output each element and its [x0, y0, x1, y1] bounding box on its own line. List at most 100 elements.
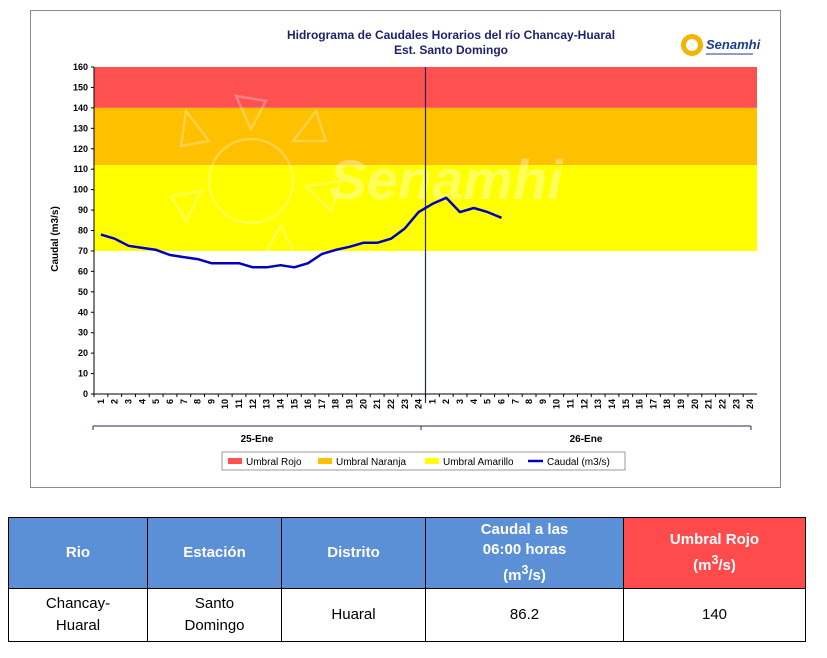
x-tick-label: 16 — [635, 399, 645, 409]
chart-frame: Senamhi 0 10 20 30 40 50 60 70 80 90 100 110 120 130 1… — [30, 10, 781, 488]
flow-summary-table: Rio Estación Distrito Caudal a las 06:00… — [8, 517, 806, 642]
x-tick-label: 21 — [372, 399, 382, 409]
legend-swatch-umbral-rojo — [228, 458, 242, 464]
legend-umbral-amarillo: Umbral Amarillo — [443, 457, 514, 468]
x-tick-label: 9 — [538, 399, 548, 404]
x-tick-label: 15 — [621, 399, 631, 409]
y-tick-label: 120 — [73, 144, 88, 154]
header-caudal-unit-end: /s) — [528, 567, 546, 584]
chart-title: Hidrograma de Caudales Horarios del río … — [287, 28, 615, 42]
y-tick-label: 60 — [78, 266, 88, 276]
table-row: Chancay- Huaral Santo Domingo Huaral 86.… — [8, 588, 806, 642]
header-distrito: Distrito — [281, 517, 426, 589]
x-tick-label: 10 — [552, 399, 562, 409]
y-tick-label: 110 — [73, 164, 88, 174]
x-tick-label: 19 — [676, 399, 686, 409]
watermark-text: Senamhi — [329, 148, 564, 211]
legend-umbral-naranja: Umbral Naranja — [336, 457, 406, 468]
y-axis-label: Caudal (m3/s) — [50, 206, 61, 272]
cell-umbral: 140 — [623, 588, 806, 642]
x-tick-label: 20 — [358, 399, 368, 409]
y-tick-label: 40 — [78, 307, 88, 317]
cell-estacion-line1: Santo — [194, 595, 235, 612]
logo-text: Senamhi — [706, 37, 761, 52]
header-rio: Rio — [8, 517, 148, 589]
header-estacion: Estación — [147, 517, 282, 589]
caudal-series-line — [100, 196, 502, 269]
legend-caudal: Caudal (m3/s) — [547, 457, 610, 468]
x-tick-label: 21 — [704, 399, 714, 409]
x-tick-label: 14 — [607, 399, 617, 409]
legend: Umbral Rojo Umbral Naranja Umbral Amaril… — [221, 451, 626, 471]
header-umbral-line1: Umbral Rojo — [669, 531, 760, 548]
x-tick-label: 22 — [717, 399, 727, 409]
header-caudal-unit-exp: 3 — [521, 563, 529, 577]
y-tick-label: 100 — [73, 185, 88, 195]
x-tick-label: 11 — [234, 399, 244, 409]
x-tick-label: 5 — [151, 399, 161, 404]
day-label-26-ene: 26-Ene — [570, 434, 603, 445]
y-tick-label: 150 — [73, 82, 88, 92]
x-tick-label: 22 — [386, 399, 396, 409]
legend-umbral-rojo: Umbral Rojo — [246, 457, 302, 468]
x-tick-label: 6 — [165, 399, 175, 404]
y-tick-label: 80 — [78, 226, 88, 236]
x-tick-label: 7 — [179, 399, 189, 404]
y-tick-label: 90 — [78, 205, 88, 215]
x-tick-label: 8 — [193, 399, 203, 404]
header-umbral-unit-end: /s) — [718, 557, 736, 574]
cell-rio-line2: Huaral — [55, 617, 101, 634]
cell-estacion: Santo Domingo — [147, 588, 282, 642]
watermark: Senamhi — [168, 94, 564, 258]
y-tick-label: 0 — [83, 389, 88, 399]
day-axis: 25-Ene 26-Ene — [92, 425, 752, 445]
x-tick-label: 24 — [745, 399, 755, 409]
x-tick-label: 20 — [690, 399, 700, 409]
x-tick-label: 10 — [220, 399, 230, 409]
y-tick-label: 10 — [78, 369, 88, 379]
x-tick-label: 8 — [524, 399, 534, 404]
x-tick-label: 13 — [262, 399, 272, 409]
x-tick-label: 15 — [289, 399, 299, 409]
day-label-25-ene: 25-Ene — [241, 434, 274, 445]
y-tick-label: 140 — [73, 103, 88, 113]
y-tick-label: 70 — [78, 246, 88, 256]
legend-swatch-umbral-amarillo — [425, 458, 439, 464]
senamhi-logo: Senamhi — [681, 34, 761, 56]
x-tick-label: 2 — [110, 399, 120, 404]
x-tick-label: 19 — [345, 399, 355, 409]
header-umbral-unit-exp: 3 — [711, 553, 719, 567]
y-tick-label: 160 — [73, 62, 88, 72]
header-caudal-line1: Caudal a las — [480, 521, 569, 538]
header-umbral-unit: (m — [693, 557, 712, 574]
x-tick-label: 17 — [648, 399, 658, 409]
cell-rio-line1: Chancay- — [45, 595, 111, 612]
x-tick-label: 7 — [510, 399, 520, 404]
y-tick-label: 50 — [78, 287, 88, 297]
x-tick-label: 9 — [206, 399, 216, 404]
x-tick-label: 23 — [400, 399, 410, 409]
header-caudal-unit: (m — [503, 567, 522, 584]
x-tick-label: 3 — [124, 399, 134, 404]
tick-labels: 0102030405060708090100110120130140150160… — [73, 62, 755, 409]
x-tick-label: 23 — [731, 399, 741, 409]
x-tick-label: 17 — [317, 399, 327, 409]
cell-rio: Chancay- Huaral — [8, 588, 148, 642]
x-tick-label: 4 — [469, 399, 479, 404]
x-tick-label: 14 — [275, 399, 285, 409]
legend-box — [221, 451, 626, 471]
y-tick-label: 20 — [78, 348, 88, 358]
legend-swatch-umbral-naranja — [318, 458, 332, 464]
x-tick-label: 6 — [496, 399, 506, 404]
chart-subtitle: Est. Santo Domingo — [394, 43, 508, 57]
y-tick-label: 30 — [78, 328, 88, 338]
x-tick-label: 18 — [662, 399, 672, 409]
x-tick-label: 12 — [248, 399, 258, 409]
x-tick-label: 5 — [483, 399, 493, 404]
cell-estacion-line2: Domingo — [184, 617, 245, 634]
x-tick-label: 18 — [331, 399, 341, 409]
header-umbral-rojo: Umbral Rojo (m3/s) — [623, 517, 806, 589]
x-tick-label: 16 — [303, 399, 313, 409]
x-tick-label: 12 — [579, 399, 589, 409]
x-tick-label: 13 — [593, 399, 603, 409]
